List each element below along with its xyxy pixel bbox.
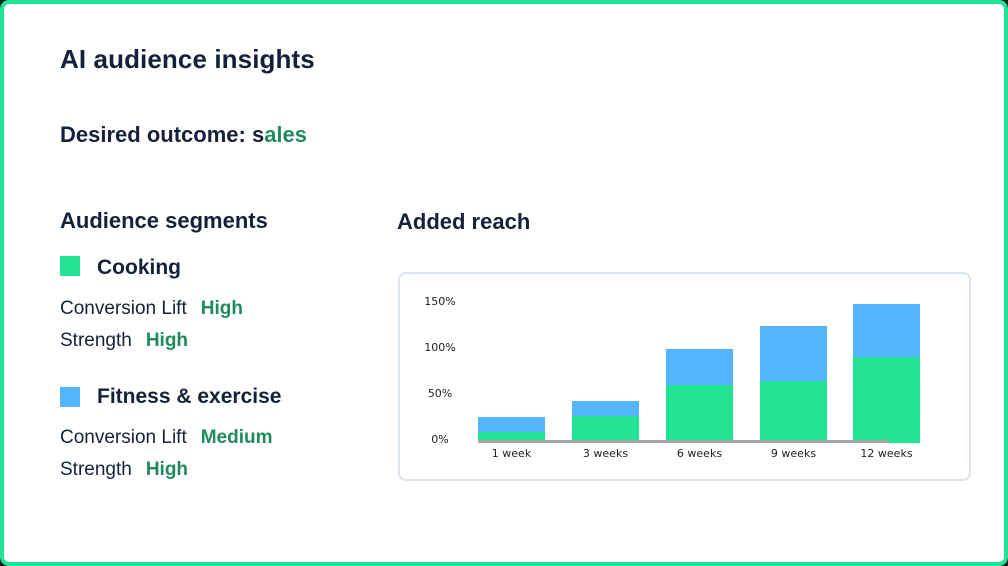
desired-outcome-label: Desired outcome: [60, 122, 252, 147]
cooking-strength: Strength High [60, 330, 188, 352]
bar-1-week [478, 417, 545, 441]
fitness-strength: Strength High [60, 459, 188, 481]
bar-3-weeks [572, 401, 639, 441]
desired-outcome-value: ales [264, 122, 308, 147]
metric-label: Strength [60, 459, 132, 480]
x-axis-line [478, 440, 889, 443]
metric-label: Strength [60, 330, 132, 351]
x-tick-label: 9 weeks [770, 447, 817, 460]
y-tick-label: 0% [431, 433, 449, 446]
cooking-swatch-icon [60, 256, 80, 276]
bar-segment-fitness [666, 349, 733, 385]
metric-value: High [145, 330, 189, 351]
metric-value: High [200, 298, 243, 319]
bar-segment-fitness [853, 303, 920, 358]
bar-segment-cooking [853, 357, 920, 443]
bar-segment-fitness [760, 326, 827, 382]
fitness-conversion-lift: Conversion Lift Medium [60, 427, 273, 449]
y-tick-label: 150% [424, 295, 456, 308]
audience-segments-heading: Audience segments [60, 208, 268, 233]
x-tick-label: 12 weeks [860, 447, 913, 460]
bar-segment-cooking [478, 431, 545, 441]
bar-segment-cooking [666, 384, 733, 441]
page-title: AI audience insights [60, 44, 315, 74]
x-tick-label: 6 weeks [676, 447, 723, 460]
metric-value: Medium [200, 427, 273, 448]
bar-9-weeks [760, 326, 827, 441]
bar-12-weeks [853, 303, 920, 443]
bar-6-weeks [666, 349, 733, 441]
cooking-conversion-lift: Conversion Lift High [60, 298, 243, 320]
bar-segment-cooking [760, 381, 827, 441]
bar-segment-cooking [572, 416, 639, 441]
y-tick-label: 50% [427, 387, 453, 400]
reach-chart: 0% 50% 100% 150% 1 week 3 weeks 6 weeks 9 weeks… [400, 274, 969, 479]
x-tick-label: 1 week [491, 447, 532, 460]
desired-outcome: Desired outcome: sales [60, 122, 307, 148]
fitness-swatch-icon [60, 387, 80, 407]
y-tick-label: 100% [424, 341, 456, 354]
metric-label: Conversion Lift [60, 427, 187, 448]
desired-outcome-value-prefix: s [251, 122, 265, 147]
segment-name-cooking: Cooking [97, 256, 181, 279]
bar-segment-fitness [572, 401, 639, 417]
metric-label: Conversion Lift [60, 298, 187, 319]
metric-value: High [145, 459, 189, 480]
x-tick-label: 3 weeks [582, 447, 629, 460]
added-reach-heading: Added reach [397, 209, 531, 234]
reach-chart-card: 0% 50% 100% 150% 1 week 3 weeks 6 weeks 9 weeks… [398, 272, 971, 481]
bar-segment-fitness [478, 417, 545, 432]
segment-name-fitness: Fitness & exercise [97, 385, 282, 408]
